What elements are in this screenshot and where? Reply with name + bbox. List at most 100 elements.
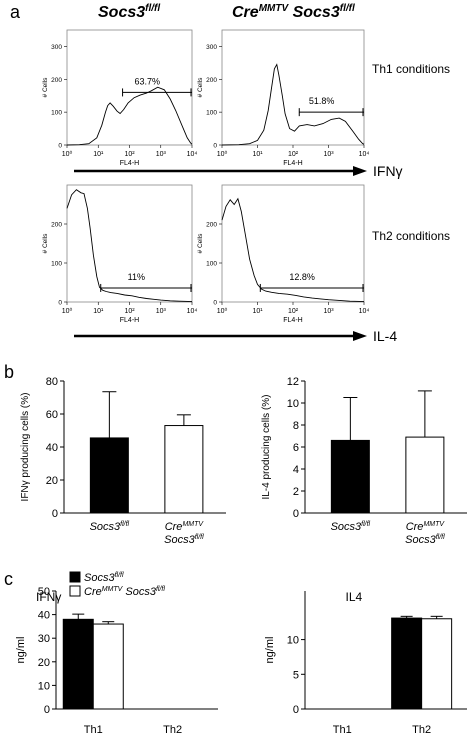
category-main: Cre (406, 521, 424, 533)
category-main2: Socs3 (164, 534, 195, 546)
category-sup2: fl/fl (436, 534, 445, 541)
y-tick-label: 0 (58, 300, 62, 307)
legend-swatch (69, 585, 81, 597)
x-category-label: Socs3fl/fl (331, 521, 371, 533)
x-category-label: Th2 (412, 724, 431, 736)
panel-letter-b: b (4, 362, 14, 382)
x-tick-label: 10⁴ (359, 308, 370, 315)
arrow-ifng-head (353, 166, 367, 176)
y-tick-label: 10 (38, 680, 50, 692)
y-tick-label: 2 (293, 486, 299, 498)
x-category-label: CreMMTV (406, 521, 446, 533)
y-tick-label: 20 (46, 475, 58, 487)
histogram-curve (66, 189, 193, 303)
gate-percent-label: 11% (128, 272, 145, 282)
bar (330, 439, 370, 514)
y-tick-label: 20 (38, 657, 50, 669)
histogram-th2-wt: 0 100 200 10⁰ 10¹ 10² 10³ 10⁴ # Cells FL4-H 11% (42, 184, 197, 324)
gate-percent-label: 51.8% (309, 96, 335, 106)
category-sup: MMTV (423, 521, 445, 528)
y-axis-label: IL-4 producing cells (%) (261, 394, 272, 499)
legend-sup: fl/fl (115, 572, 124, 579)
x-tick-label: 10⁴ (187, 151, 198, 158)
y-axis-label: # Cells (42, 233, 49, 254)
histogram-th1-wt: 0 100 200 300 10⁰ 10¹ 10² 10³ 10⁴ # Cells FL4-H 63.… (42, 29, 198, 167)
gate-percent-label: 63.7% (135, 76, 161, 86)
y-tick-label: 200 (51, 222, 62, 229)
y-tick-label: 30 (38, 633, 50, 645)
y-tick-label: 300 (206, 44, 217, 51)
category-sup: MMTV (182, 521, 204, 528)
arrow-il4-head (353, 331, 367, 341)
x-tick-label: 10⁰ (217, 150, 228, 158)
y-axis-label: # Cells (42, 77, 49, 98)
x-tick-label: 10⁰ (62, 307, 73, 315)
x-tick-label: 10¹ (252, 151, 263, 158)
arrow-il4-label: IL-4 (373, 328, 397, 344)
y-tick-label: 0 (52, 508, 58, 520)
gate-percent-label: 12.8% (289, 272, 315, 282)
y-tick-label: 100 (206, 261, 217, 268)
y-tick-label: 0 (58, 143, 62, 150)
bar (92, 623, 124, 710)
x-category-label: Th1 (84, 724, 103, 736)
plot-frame (221, 29, 365, 146)
category-main: Cre (165, 521, 183, 533)
x-tick-label: 10⁰ (217, 307, 228, 315)
x-tick-label: 10³ (156, 308, 167, 315)
y-tick-label: 40 (46, 442, 58, 454)
y-axis-label: IFNγ producing cells (%) (20, 393, 31, 502)
bar (89, 437, 129, 514)
x-tick-label: 10⁰ (62, 150, 73, 158)
y-tick-label: 50 (38, 586, 50, 598)
y-tick-label: 5 (293, 669, 299, 681)
y-tick-label: 200 (51, 77, 62, 84)
plot-frame (221, 184, 365, 303)
y-tick-label: 4 (293, 464, 299, 476)
histogram-th1-cre: 0 100 200 300 10⁰ 10¹ 10² 10³ 10⁴ # Cells FL4-H 51.… (197, 29, 370, 167)
legend-sup: MMTV (102, 586, 124, 593)
legend-main: Socs3 (84, 572, 115, 584)
bar (164, 425, 204, 514)
condition-th2: Th2 conditions (372, 229, 450, 243)
category-sup: fl/fl (120, 521, 129, 528)
legend-swatch (69, 571, 81, 583)
barchart-il4-ngml: 0 5 10 ng/ml IL4 Th1 Th2 (264, 590, 467, 736)
arrow-ifng-label: IFNγ (373, 163, 403, 179)
x-tick-label: 10⁴ (359, 151, 370, 158)
y-tick-label: 200 (206, 222, 217, 229)
histogram-curve (221, 197, 365, 303)
histogram-th2-cre: 0 100 200 10⁰ 10¹ 10² 10³ 10⁴ # Cells FL4-H 12.8% (197, 184, 370, 324)
y-axis-label: # Cells (197, 77, 204, 98)
condition-th1: Th1 conditions (372, 62, 450, 76)
x-category-label-line2: Socs3fl/fl (405, 534, 445, 546)
x-category-label: CreMMTV (165, 521, 205, 533)
x-axis-label: FL4-H (283, 317, 302, 324)
bar (391, 617, 423, 710)
bar (62, 618, 94, 710)
bar (421, 618, 453, 710)
category-main: Socs3 (331, 521, 362, 533)
x-axis-label: FL4-H (120, 317, 139, 324)
y-tick-label: 0 (293, 508, 299, 520)
x-tick-label: 10¹ (93, 308, 104, 315)
legend-main2: Socs3 (122, 586, 157, 598)
y-axis-label: ng/ml (264, 637, 276, 664)
y-tick-label: 200 (206, 77, 217, 84)
y-tick-label: 10 (287, 398, 299, 410)
legend-label: Socs3fl/fl (84, 572, 124, 584)
y-tick-label: 40 (38, 610, 50, 622)
x-tick-label: 10³ (323, 151, 334, 158)
y-tick-label: 6 (293, 442, 299, 454)
y-tick-label: 100 (51, 261, 62, 268)
y-tick-label: 0 (213, 143, 217, 150)
legend-sup2: fl/fl (156, 586, 165, 593)
y-tick-label: 300 (51, 44, 62, 51)
x-tick-label: 10³ (323, 308, 334, 315)
x-tick-label: 10² (288, 308, 299, 315)
y-tick-label: 100 (51, 110, 62, 117)
x-category-label: Th1 (333, 724, 352, 736)
